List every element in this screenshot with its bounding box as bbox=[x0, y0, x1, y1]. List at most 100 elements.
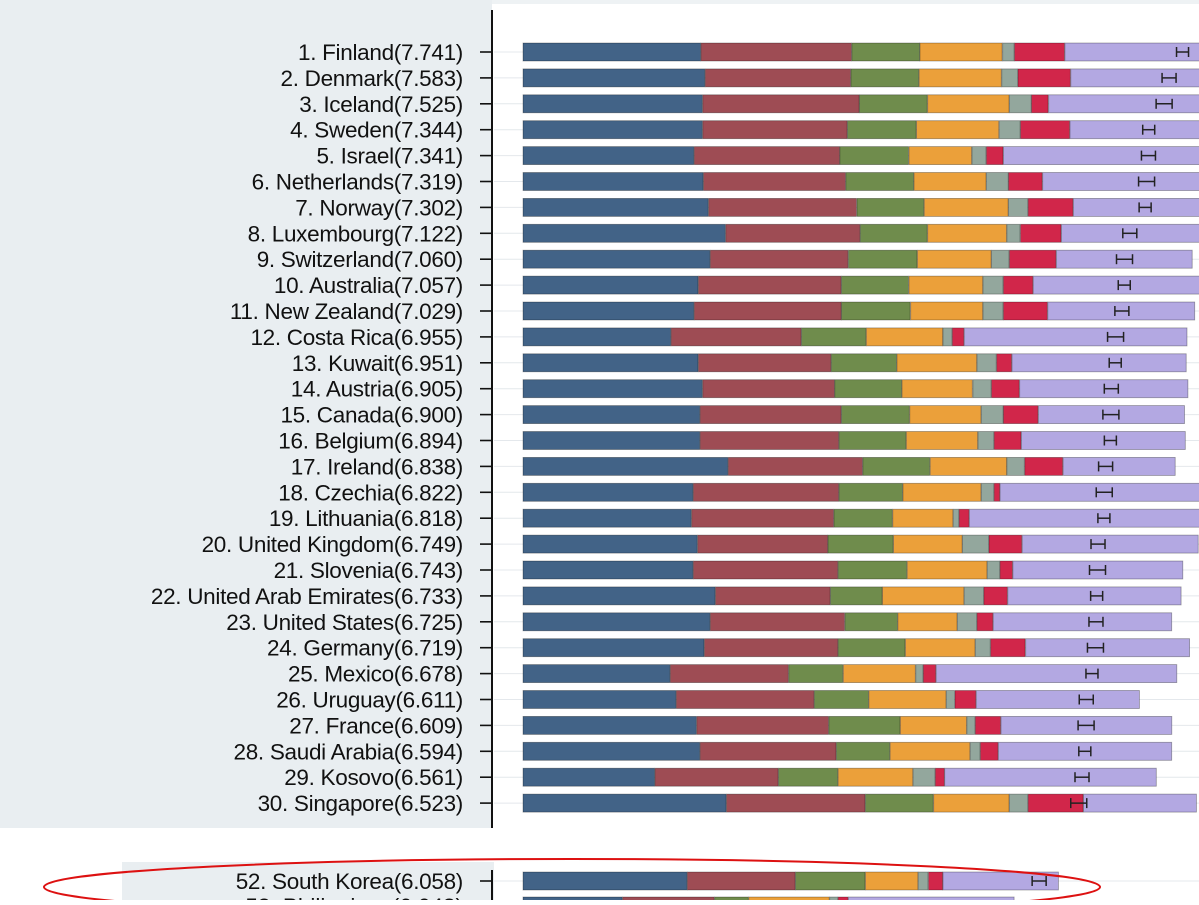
bar-segment-3 bbox=[839, 432, 906, 450]
bar-segment-4 bbox=[934, 794, 1009, 812]
bar-segment-2 bbox=[699, 276, 842, 294]
bar-segment-7 bbox=[1063, 457, 1175, 475]
bar-segment-4 bbox=[894, 535, 963, 553]
bar-segment-4 bbox=[883, 587, 964, 605]
bar-segment-1 bbox=[523, 95, 702, 113]
bar-segment-3 bbox=[860, 224, 927, 242]
bar-segment-2 bbox=[701, 43, 851, 61]
bar-segment-6 bbox=[1010, 250, 1056, 268]
bar-segment-2 bbox=[700, 742, 836, 760]
bar-segment-3 bbox=[837, 742, 890, 760]
bar-segment-1 bbox=[523, 406, 700, 424]
bar-segment-3 bbox=[866, 794, 934, 812]
bar-segment-4 bbox=[890, 742, 970, 760]
highlight-bar-segment-2 bbox=[687, 872, 795, 890]
bar-segment-5 bbox=[967, 716, 975, 734]
bar-segment-2 bbox=[699, 354, 831, 372]
bar-segment-1 bbox=[523, 147, 694, 165]
bar-segment-1 bbox=[523, 276, 698, 294]
bar-segment-2 bbox=[710, 250, 848, 268]
category-label: 20. United Kingdom(6.749) bbox=[202, 532, 463, 557]
bar-segment-4 bbox=[897, 354, 977, 372]
bar-segment-7 bbox=[976, 691, 1139, 709]
bar-segment-3 bbox=[838, 639, 905, 657]
bar-segment-2 bbox=[670, 665, 788, 683]
bar-segment-4 bbox=[866, 328, 942, 346]
bar-segment-2 bbox=[704, 173, 846, 191]
bar-segment-6 bbox=[1032, 95, 1049, 113]
bar-segment-3 bbox=[839, 483, 902, 501]
bar-segment-6 bbox=[1021, 121, 1070, 139]
category-label: 8. Luxembourg(7.122) bbox=[248, 221, 463, 246]
bar-segment-5 bbox=[1010, 794, 1028, 812]
bar-segment-1 bbox=[523, 639, 704, 657]
gridlines bbox=[480, 10, 1199, 900]
category-label: 21. Slovenia(6.743) bbox=[274, 558, 463, 583]
bar-segment-1 bbox=[523, 328, 671, 346]
category-label: 22. United Arab Emirates(6.733) bbox=[151, 584, 463, 609]
bar-segment-5 bbox=[975, 639, 990, 657]
bar-segment-6 bbox=[1004, 302, 1048, 320]
bar-segment-1 bbox=[523, 691, 676, 709]
bar-segment-1 bbox=[523, 69, 705, 87]
bar-segment-7 bbox=[1071, 69, 1199, 87]
bar-segment-3 bbox=[838, 561, 907, 579]
bar-segment-4 bbox=[893, 509, 953, 527]
bar-segment-4 bbox=[909, 276, 983, 294]
category-label: 19. Lithuania(6.818) bbox=[269, 506, 463, 531]
bar-segment-7 bbox=[1049, 95, 1199, 113]
bar-segment-5 bbox=[1007, 224, 1020, 242]
bar-segment-6 bbox=[1018, 69, 1070, 87]
bar-segment-3 bbox=[779, 768, 838, 786]
bar-segment-2 bbox=[726, 224, 860, 242]
bar-segment-2 bbox=[671, 328, 801, 346]
bar-segment-4 bbox=[920, 43, 1002, 61]
category-label: 23. United States(6.725) bbox=[226, 610, 463, 635]
bar-segment-6 bbox=[992, 380, 1020, 398]
bar-segment-5 bbox=[913, 768, 935, 786]
bar-segment-1 bbox=[523, 457, 728, 475]
bar-segment-4 bbox=[906, 432, 977, 450]
bar-segment-6 bbox=[1004, 276, 1033, 294]
category-label: 29. Kosovo(6.561) bbox=[284, 765, 463, 790]
bar-segment-5 bbox=[943, 328, 952, 346]
bar-segment-1 bbox=[523, 198, 708, 216]
bar-segment-1 bbox=[523, 794, 726, 812]
bar-segment-7 bbox=[1084, 794, 1197, 812]
category-label: 25. Mexico(6.678) bbox=[288, 662, 463, 687]
bar-segment-6 bbox=[984, 587, 1007, 605]
bar-segment-1 bbox=[523, 587, 715, 605]
bar-segment-6 bbox=[994, 432, 1021, 450]
bar-segment-6 bbox=[977, 613, 993, 631]
bar-segment-4 bbox=[909, 147, 972, 165]
bar-segment-2 bbox=[705, 639, 838, 657]
bar-segment-1 bbox=[523, 535, 697, 553]
bar-segment-4 bbox=[838, 768, 913, 786]
bar-segment-3 bbox=[789, 665, 843, 683]
bar-segment-7 bbox=[1022, 535, 1198, 553]
bar-segment-1 bbox=[523, 509, 691, 527]
bar-segment-5 bbox=[978, 432, 994, 450]
bar-segment-2 bbox=[655, 768, 778, 786]
bar-segment-3 bbox=[848, 121, 917, 139]
bar-segment-7 bbox=[1073, 198, 1199, 216]
bar-segment-3 bbox=[814, 691, 868, 709]
bar-segment-5 bbox=[981, 406, 1003, 424]
bar-segment-1 bbox=[523, 302, 694, 320]
bar-segment-3 bbox=[802, 328, 866, 346]
category-label: 12. Costa Rica(6.955) bbox=[250, 325, 463, 350]
bar-segment-4 bbox=[843, 665, 915, 683]
bar-segment-7 bbox=[1021, 432, 1185, 450]
bar-segment-7 bbox=[1033, 276, 1199, 294]
category-label: 27. France(6.609) bbox=[289, 713, 463, 738]
bar-segment-5 bbox=[983, 276, 1003, 294]
bar-segment-5 bbox=[946, 691, 954, 709]
bar-segment-3 bbox=[851, 69, 919, 87]
highlight-bar-segment-1 bbox=[523, 872, 687, 890]
bar-segment-4 bbox=[928, 224, 1007, 242]
bar-segment-3 bbox=[842, 276, 909, 294]
category-label: 11. New Zealand(7.029) bbox=[230, 299, 463, 324]
bar-segment-2 bbox=[692, 509, 834, 527]
